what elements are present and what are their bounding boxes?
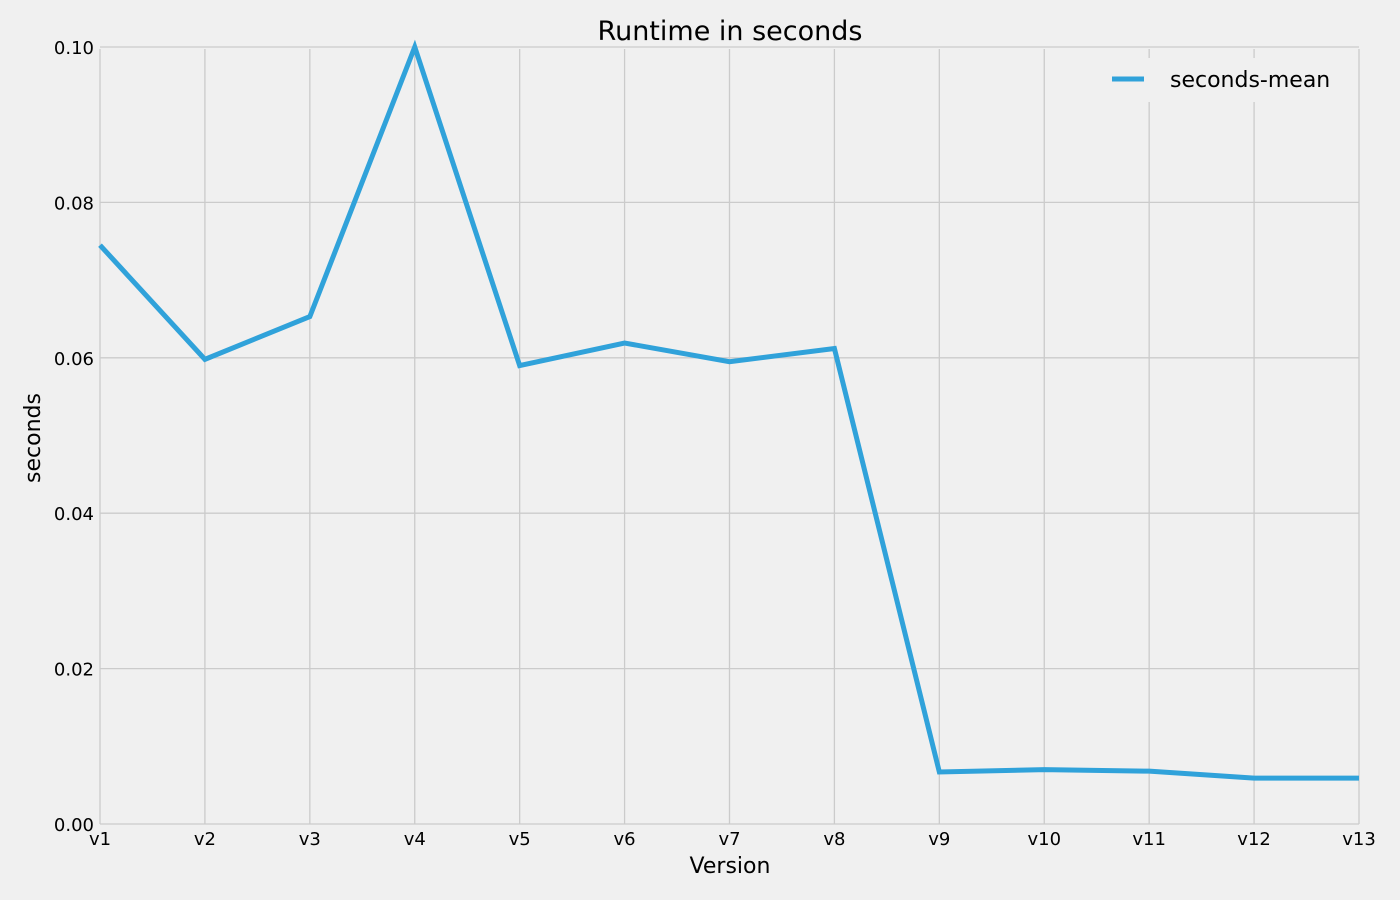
x-tick-label: v7 [718, 829, 740, 850]
y-tick-label: 0.10 [54, 38, 94, 59]
x-tick-label: v13 [1342, 829, 1376, 850]
chart-title: Runtime in seconds [598, 16, 863, 47]
y-axis-title: seconds [21, 393, 46, 483]
x-axis-ticks: v1 v2 v3 v4 v5 v6 v7 v8 v9 v10 v11 v12 v13 [89, 829, 1376, 850]
x-tick-label: v5 [509, 829, 531, 850]
x-tick-label: v3 [299, 829, 321, 850]
x-tick-label: v8 [823, 829, 845, 850]
series-layer [98, 39, 1360, 781]
x-tick-label: v10 [1027, 829, 1061, 850]
legend-label: seconds-mean [1170, 68, 1330, 93]
x-tick-label: v9 [928, 829, 950, 850]
x-tick-label: v1 [89, 829, 111, 850]
y-tick-label: 0.08 [54, 193, 94, 214]
x-tick-label: v11 [1132, 829, 1166, 850]
y-tick-label: 0.02 [54, 660, 94, 681]
x-tick-label: v2 [194, 829, 216, 850]
legend: seconds-mean [1098, 58, 1348, 102]
x-axis-title: Version [690, 854, 771, 879]
x-tick-label: v6 [614, 829, 636, 850]
x-tick-label: v4 [404, 829, 426, 850]
y-axis-ticks: 0.00 0.02 0.04 0.06 0.08 0.10 [54, 38, 94, 836]
y-tick-label: 0.04 [54, 504, 94, 525]
grid [99, 46, 1360, 825]
y-tick-label: 0.06 [54, 349, 94, 370]
y-tick-label: 0.00 [54, 815, 94, 836]
x-tick-label: v12 [1237, 829, 1271, 850]
